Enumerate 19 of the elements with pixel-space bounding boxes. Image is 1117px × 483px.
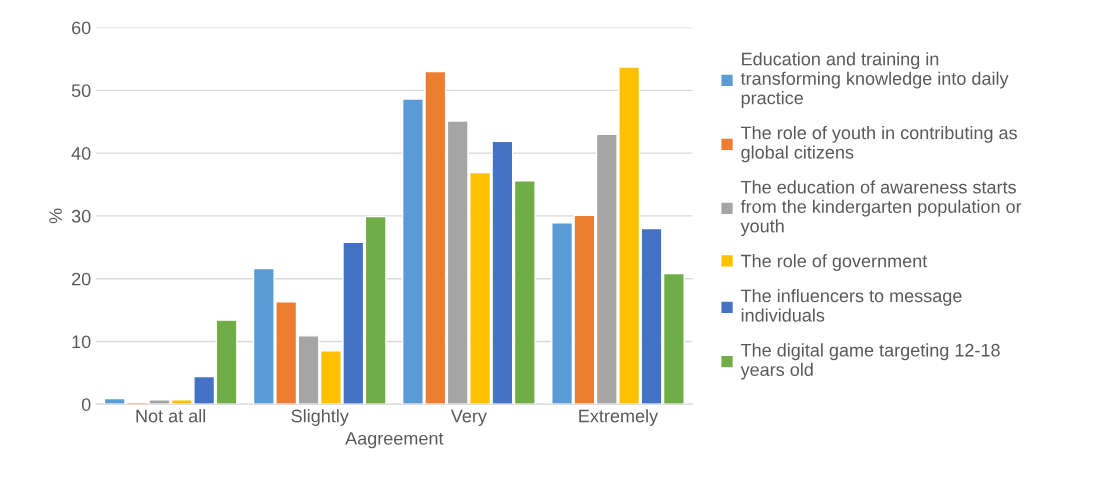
legend-label: The education of awareness starts from the kindergarten population or youth [740, 180, 1022, 237]
y-tick-label: 40 [71, 147, 91, 160]
legend-label: The role of youth in contributing as global citizens [740, 125, 1017, 163]
y-tick-label: 50 [71, 84, 91, 98]
legend-label: The influencers to message individuals [740, 288, 962, 322]
y-tick-label: 20 [72, 272, 91, 286]
x-tick-label: Extremely [579, 409, 659, 426]
legend-label: Education and training in transforming knowledge into daily practice [740, 52, 1009, 108]
x-axis-title: Aagreement [345, 432, 444, 449]
x-tick-label: Slightly [291, 409, 349, 426]
y-axis-title: % [49, 208, 62, 224]
y-tick-label: 10 [72, 335, 91, 349]
x-tick-label: Not at all [136, 409, 206, 423]
y-tick-label: 0 [81, 398, 91, 411]
y-tick-label: 60 [72, 21, 91, 35]
x-tick-label: Very [450, 409, 487, 426]
legend-label: The role of government [740, 254, 928, 271]
y-tick-label: 30 [71, 209, 91, 223]
legend-label: The digital game targeting 12-18 years old [740, 343, 1000, 380]
